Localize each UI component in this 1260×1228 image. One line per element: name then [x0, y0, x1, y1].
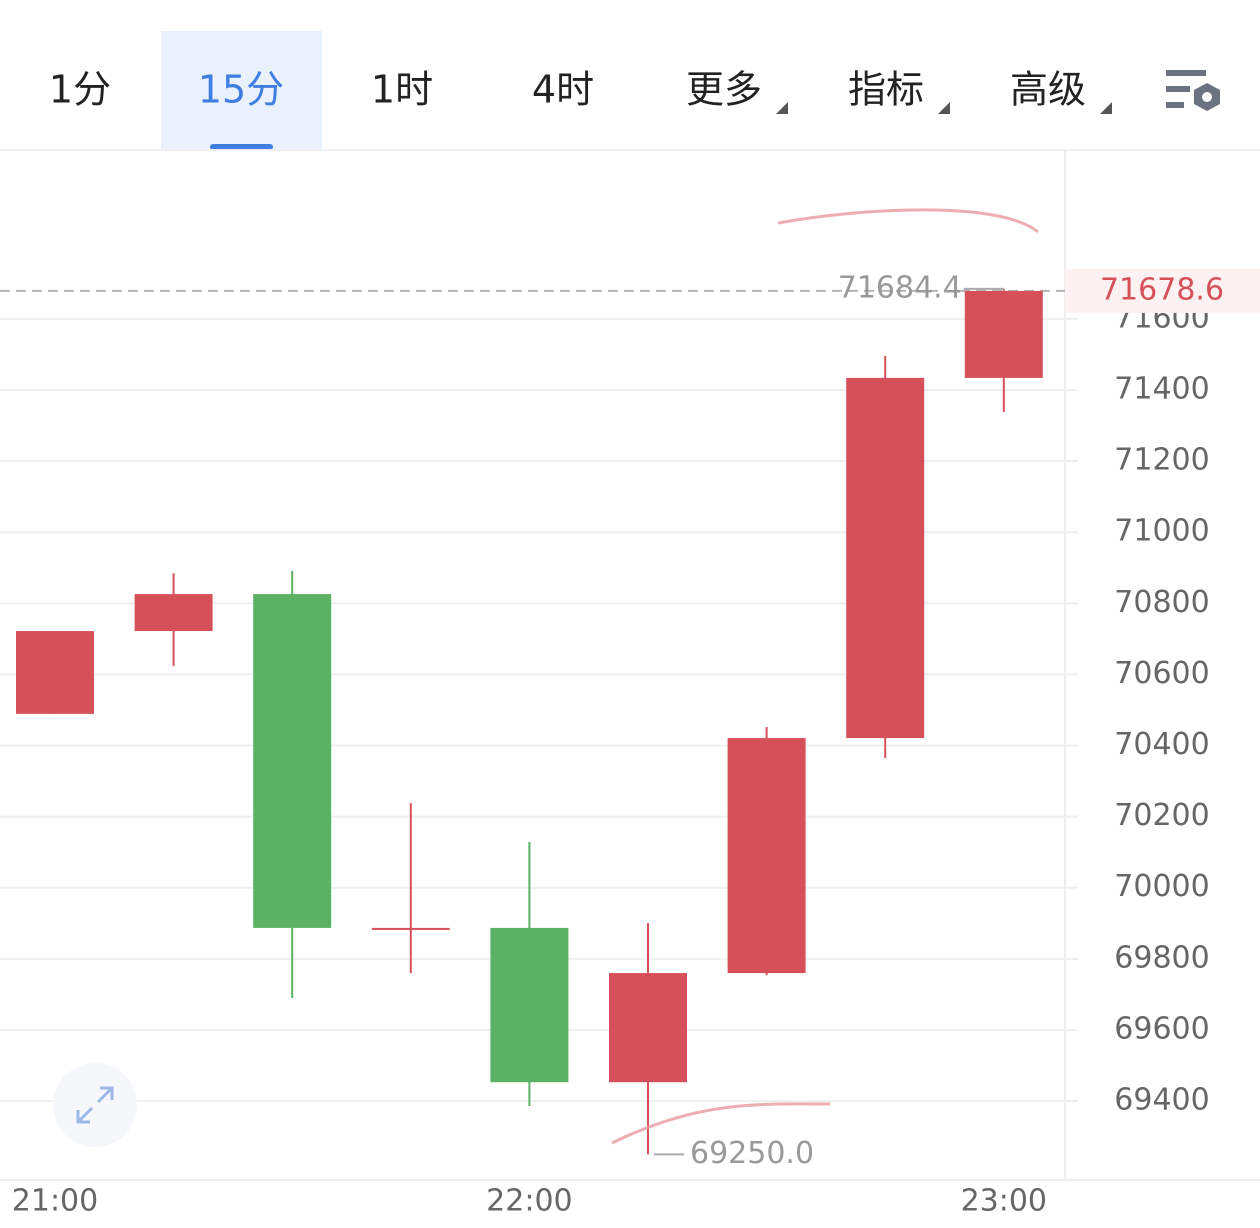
tab[interactable]: 指标 [848, 68, 924, 112]
last-price-label: 71678.6 [1100, 272, 1224, 307]
icon-bar [1166, 86, 1190, 92]
icon-bar [1166, 102, 1184, 108]
last-price-tag-bg [1065, 268, 1260, 313]
tab[interactable]: 1分 [49, 68, 111, 112]
y-tick-label: 71200 [1114, 443, 1209, 478]
icon-bar [1166, 70, 1206, 76]
y-tick-label: 70400 [1114, 727, 1209, 762]
dropdown-arrow [776, 102, 788, 114]
candle-body [253, 594, 332, 928]
tab[interactable]: 更多 [686, 68, 762, 112]
expand-icon [76, 1086, 114, 1124]
candle-body [846, 377, 925, 739]
y-tick-label: 71000 [1114, 514, 1209, 549]
active-tab-bg [161, 31, 322, 150]
y-tick-label: 71400 [1114, 371, 1209, 406]
max-label: 71684.4 [838, 270, 962, 305]
y-tick-label: 70200 [1114, 798, 1209, 833]
candle-body [490, 927, 569, 1083]
tab[interactable]: 高级 [1010, 68, 1086, 112]
candle-body [964, 290, 1043, 378]
y-tick-label: 70800 [1114, 585, 1209, 620]
tab-bar: 1分 15分 1时 4时 更多 指标 高级 [49, 68, 1086, 112]
y-tick-label: 70600 [1114, 656, 1209, 691]
dropdown-arrow [1100, 102, 1112, 114]
x-tick-label: 23:00 [961, 1184, 1047, 1219]
y-tick-label: 70000 [1114, 869, 1209, 904]
dropdown-arrow [938, 102, 950, 114]
y-tick-label: 69600 [1114, 1011, 1209, 1046]
expand-button[interactable] [53, 1063, 137, 1147]
candle-body [16, 631, 94, 714]
x-tick-label: 22:00 [486, 1184, 572, 1219]
icon-gear-hole [1202, 92, 1212, 102]
expand-bg [53, 1063, 137, 1147]
candle-body [727, 738, 806, 974]
y-tick-label: 69400 [1114, 1083, 1209, 1118]
tab[interactable]: 15分 [198, 68, 284, 112]
settings-icon[interactable] [1166, 70, 1220, 111]
y-tick-label: 69800 [1114, 940, 1209, 975]
annotation-stroke [777, 208, 1039, 234]
candle-body [134, 594, 213, 632]
candle-body [609, 973, 687, 1083]
active-tab-indicator [210, 144, 273, 150]
candle-body [371, 927, 450, 930]
x-tick-label: 21:00 [12, 1184, 98, 1219]
tab[interactable]: 4时 [532, 68, 594, 112]
tab[interactable]: 1时 [371, 68, 433, 112]
annotation-stroke [611, 1102, 831, 1145]
plot: 69400 69600 69800 70000 70200 70400 70600 70800… [0, 268, 1260, 1219]
min-label: 69250.0 [690, 1136, 814, 1171]
